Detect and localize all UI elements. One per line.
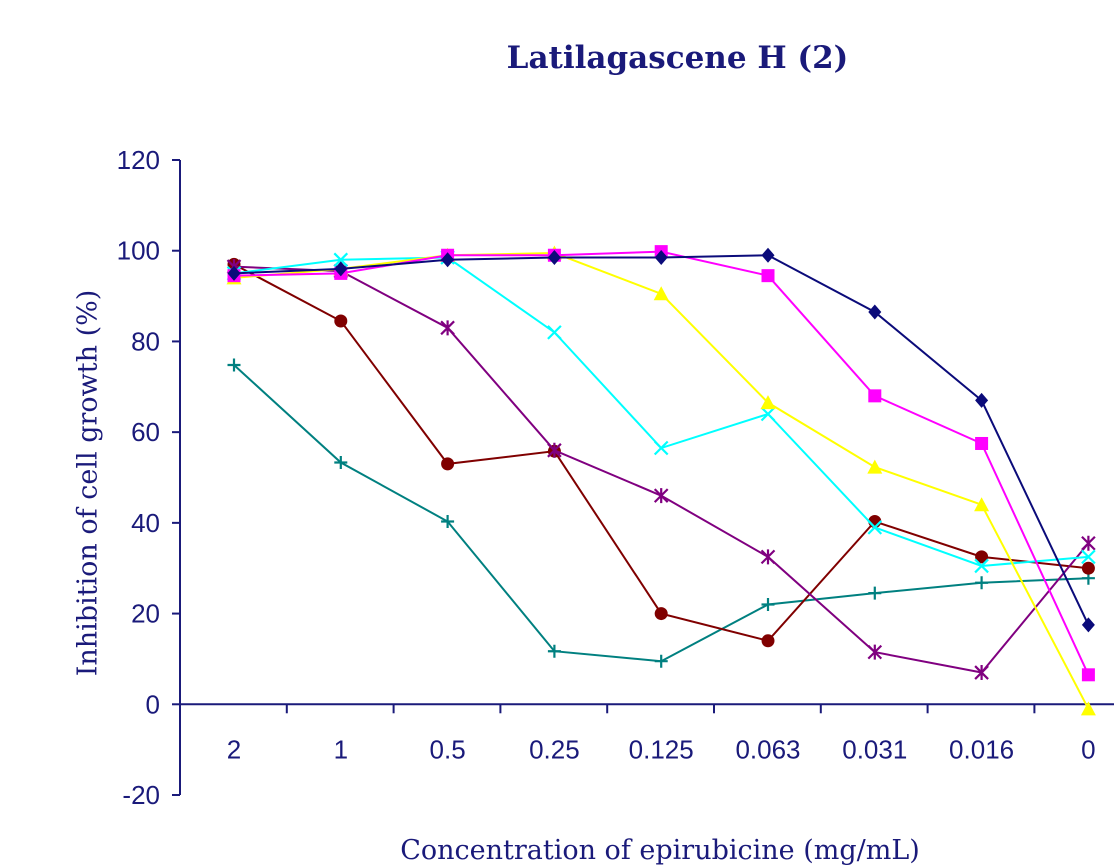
data-point — [653, 488, 669, 504]
data-point — [1081, 668, 1095, 682]
data-point — [867, 644, 883, 660]
x-axis-label: Concentration of epirubicine (mg/mL) — [400, 835, 920, 866]
data-point — [867, 459, 883, 474]
data-point — [760, 406, 776, 422]
x-tick-label: 0.25 — [529, 734, 580, 764]
data-point — [654, 607, 668, 621]
data-point — [760, 395, 776, 410]
data-point — [440, 320, 455, 336]
y-tick-label: -20 — [122, 780, 160, 810]
data-point — [227, 358, 241, 372]
data-point — [975, 392, 989, 408]
data-point — [227, 265, 241, 281]
data-point — [441, 514, 455, 528]
y-tick-label: 60 — [131, 417, 160, 447]
x-tick-label: 0.063 — [735, 734, 800, 764]
axes: -20 0 20 40 60 80 100 120 2 1 0.5 0.25 0.125 0.063 0.0… — [117, 145, 1114, 810]
data-point — [653, 440, 669, 456]
data-point — [1080, 701, 1096, 716]
data-point — [1081, 535, 1096, 551]
y-tick-label: 100 — [117, 236, 160, 266]
y-tick-label: 120 — [117, 145, 160, 175]
x-tick-label: 0 — [1081, 734, 1095, 764]
data-point — [868, 389, 882, 403]
data-point — [1081, 617, 1095, 633]
data-point — [547, 442, 562, 458]
data-point — [868, 586, 882, 600]
data-point — [868, 304, 882, 320]
x-tick-label: 0.5 — [430, 734, 466, 764]
data-point — [547, 250, 561, 266]
data-point — [547, 325, 562, 340]
data-point — [974, 497, 990, 512]
x-tick-label: 0.031 — [842, 734, 907, 764]
data-point — [974, 665, 989, 681]
data-point — [654, 250, 668, 266]
data-point — [761, 598, 775, 611]
data-point — [975, 576, 989, 590]
x-tick-label: 1 — [334, 734, 348, 764]
data-point — [761, 269, 775, 283]
data-point — [761, 247, 775, 263]
y-tick-label: 20 — [131, 599, 160, 629]
data-point — [761, 634, 775, 648]
data-point — [975, 436, 989, 450]
chart-title: Latilagascene H (2) — [506, 40, 849, 76]
data-point — [975, 550, 989, 564]
series-line — [233, 254, 1090, 626]
data-point — [867, 520, 883, 535]
x-tick-label: 0.125 — [629, 734, 694, 764]
series-3 — [226, 245, 1096, 716]
data-point — [974, 558, 989, 574]
data-point — [760, 549, 776, 565]
series-6 — [227, 257, 1095, 648]
x-tick-label: 2 — [227, 734, 241, 764]
y-tick-label: 40 — [131, 508, 160, 538]
data-point — [334, 314, 348, 328]
data-point — [1081, 549, 1096, 565]
data-point — [334, 456, 348, 470]
data-point — [1081, 561, 1095, 575]
data-point — [333, 252, 349, 268]
data-point — [441, 457, 455, 471]
data-point — [654, 654, 668, 668]
data-point — [334, 261, 348, 277]
data-point — [653, 286, 669, 301]
y-tick-label: 0 — [146, 689, 160, 719]
data-point — [441, 252, 455, 268]
series-7 — [227, 358, 1095, 668]
series-layer — [226, 245, 1096, 716]
data-point — [547, 644, 561, 658]
y-tick-label: 80 — [131, 326, 160, 356]
series-line — [233, 251, 1090, 710]
x-tick-label: 0.016 — [949, 734, 1014, 764]
series-1 — [227, 247, 1095, 633]
series-line — [233, 256, 1089, 567]
